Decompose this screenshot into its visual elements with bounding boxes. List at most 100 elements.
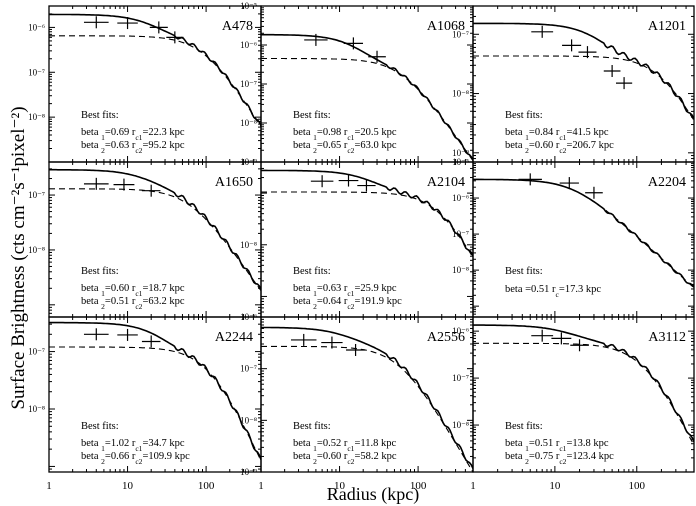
subscript: 1 xyxy=(313,289,317,298)
plot-area xyxy=(473,173,694,289)
text-run: =58.2 kpc xyxy=(354,451,396,462)
subscript: 1 xyxy=(525,133,529,142)
text-run: beta xyxy=(293,140,313,151)
fit-line: beta 1=0.98 rc1=20.5 kpc xyxy=(293,127,397,142)
y-tick-label: 10⁻⁵ xyxy=(452,157,469,167)
model-beta_2 xyxy=(49,188,261,292)
text-run: =0.60 r xyxy=(105,283,136,294)
panel-title: A478 xyxy=(222,19,253,34)
text-run: =0.98 r xyxy=(317,127,348,138)
text-run: =0.84 r xyxy=(529,127,560,138)
plot-area xyxy=(49,168,261,292)
y-tick-label: 10⁻⁶ xyxy=(240,40,257,50)
x-tick-label: 10 xyxy=(549,480,561,492)
fit-line: beta 1=1.02 rc1=34.7 kpc xyxy=(81,438,185,453)
text-run: beta xyxy=(505,284,525,295)
text-run: =0.51 r xyxy=(105,296,136,307)
x-tick-label: 10 xyxy=(122,480,134,492)
fits-label: Best fits: xyxy=(81,421,119,432)
subscript: 2 xyxy=(313,457,317,466)
subscript: c2 xyxy=(347,146,354,155)
text-run: beta xyxy=(81,140,101,151)
panel-title: A3112 xyxy=(648,330,686,345)
subscript: c1 xyxy=(347,133,354,142)
text-run: beta xyxy=(293,451,313,462)
fit-line: beta 2=0.65 rc2=63.0 kpc xyxy=(293,140,397,155)
fits-label: Best fits: xyxy=(293,266,331,277)
text-run: =34.7 kpc xyxy=(142,438,184,449)
y-tick-label: 10⁻⁷ xyxy=(240,79,257,89)
fits-label: Best fits: xyxy=(293,421,331,432)
text-run: =0.63 r xyxy=(317,283,348,294)
fit-line: beta 1=0.84 rc1=41.5 kpc xyxy=(505,127,609,142)
x-tick-label: 100 xyxy=(410,480,427,492)
text-run: =41.5 kpc xyxy=(566,127,608,138)
fit-line: beta 2=0.63 rc2=95.2 kpc xyxy=(81,140,185,155)
text-run: beta xyxy=(293,438,313,449)
surface-brightness-profile xyxy=(49,168,261,290)
y-tick-label: 10⁻⁷ xyxy=(28,347,45,357)
text-run: =0.60 r xyxy=(317,451,348,462)
subscript: 1 xyxy=(313,133,317,142)
y-tick-label: 10⁻⁶ xyxy=(28,22,45,32)
text-run: =0.60 r xyxy=(529,140,560,151)
panel-title: A2556 xyxy=(427,330,465,345)
fit-line: beta 1=0.52 rc1=11.8 kpc xyxy=(293,438,396,453)
fit-line: beta 1=0.63 rc1=25.9 kpc xyxy=(293,283,397,298)
surface-brightness-profile xyxy=(473,324,694,443)
fit-line: beta 1=0.69 rc1=22.3 kpc xyxy=(81,127,185,142)
subscript: 1 xyxy=(313,444,317,453)
text-run: =63.2 kpc xyxy=(142,296,184,307)
y-tick-label: 10⁻⁷ xyxy=(452,29,469,39)
subscript: 2 xyxy=(101,146,105,155)
text-run: =0.65 r xyxy=(317,140,348,151)
text-run: =0.51 r xyxy=(529,438,560,449)
fits-label: Best fits: xyxy=(505,110,543,121)
model-beta_2 xyxy=(473,55,694,121)
plot-area xyxy=(261,326,473,472)
x-tick-label: 100 xyxy=(629,480,646,492)
y-tick-label: 10⁻⁹ xyxy=(240,467,257,477)
y-tick-label: 10⁻⁹ xyxy=(452,148,469,158)
y-tick-label: 10⁻⁸ xyxy=(28,404,45,414)
y-tick-label: 10⁻⁸ xyxy=(240,415,257,425)
fit-line: beta 2=0.51 rc2=63.2 kpc xyxy=(81,296,185,311)
text-run: =17.3 kpc xyxy=(559,284,601,295)
text-run: =25.9 kpc xyxy=(354,283,396,294)
y-tick-label: 10⁻⁸ xyxy=(452,420,469,430)
surface-brightness-profile xyxy=(49,321,261,460)
subscript: c2 xyxy=(347,457,354,466)
subscript: c1 xyxy=(559,133,566,142)
y-tick-label: 10⁻⁸ xyxy=(240,118,257,128)
text-run: beta xyxy=(81,438,101,449)
subscript: 1 xyxy=(101,289,105,298)
subscript: 2 xyxy=(525,146,529,155)
fit-line: beta 2=0.60 rc2=58.2 kpc xyxy=(293,451,397,466)
text-run: =1.02 r xyxy=(105,438,136,449)
subscript: 2 xyxy=(313,302,317,311)
y-tick-label: 10⁻⁵ xyxy=(240,1,257,11)
text-run: beta xyxy=(293,127,313,138)
text-run: =0.69 r xyxy=(105,127,136,138)
x-tick-label: 1 xyxy=(46,480,52,492)
model-beta_2 xyxy=(473,342,694,446)
text-run: beta xyxy=(505,451,525,462)
subscript: c2 xyxy=(559,146,566,155)
subscript: 2 xyxy=(525,457,529,466)
text-run: beta xyxy=(81,296,101,307)
subscript: 2 xyxy=(313,146,317,155)
model-beta_2 xyxy=(261,345,473,472)
surface-brightness-profile xyxy=(261,326,473,469)
text-run: beta xyxy=(81,283,101,294)
y-tick-label: 10⁻⁷ xyxy=(28,190,45,200)
fit-line: beta 1=0.51 rc1=13.8 kpc xyxy=(505,438,609,453)
y-axis-label: Surface Brightness (cts cm⁻²s⁻¹pixel⁻²) xyxy=(8,106,29,409)
plot-area xyxy=(49,13,261,127)
subscript: c2 xyxy=(559,457,566,466)
fits-label: Best fits: xyxy=(81,266,119,277)
x-tick-label: 10 xyxy=(334,480,346,492)
fits-label: Best fits: xyxy=(505,421,543,432)
subscript: c1 xyxy=(135,289,142,298)
subscript: 2 xyxy=(101,457,105,466)
text-run: =18.7 kpc xyxy=(142,283,184,294)
